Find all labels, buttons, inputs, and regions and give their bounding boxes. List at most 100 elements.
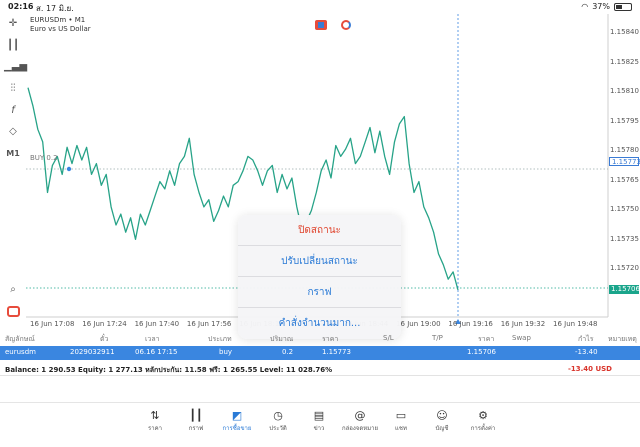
status-time: 02:16 <box>8 2 34 11</box>
zoom-search-icon[interactable]: ⌕ <box>10 284 16 295</box>
close-position-button[interactable]: ปิดสถานะ <box>238 215 401 246</box>
row-type: buy <box>219 348 233 356</box>
tab-settings[interactable]: ⚙ การตั้งค่า <box>463 409 503 433</box>
tab-chat-label: แชท <box>395 425 407 432</box>
timeframe-m1-icon[interactable]: M1 <box>6 149 20 158</box>
total-profit: -13.40 USD <box>567 365 612 373</box>
chart-badges <box>315 20 351 30</box>
status-bar: 02:16 ส. 17 มิ.ย. ◠ 37% <box>0 0 640 14</box>
news-icon: ▤ <box>313 409 325 422</box>
position-action-sheet: ปิดสถานะ ปรับเปลี่ยนสถานะ กราฟ คำสั่งจำน… <box>238 215 401 339</box>
function-icon[interactable]: f <box>11 105 15 116</box>
header-type: ประเภท <box>208 335 232 343</box>
chart-description: Euro vs US Dollar <box>30 25 91 33</box>
header-profit: กำไร <box>578 335 594 343</box>
bar-chart-icon[interactable]: ▁▃▅ <box>4 61 28 72</box>
header-swap: Swap <box>512 334 531 342</box>
status-right: ◠ 37% <box>581 2 632 11</box>
price-series-line <box>27 87 459 291</box>
time-tick-label: 16 Jun 17:56 <box>186 320 232 328</box>
price-tick-label: 1.15795 <box>610 116 639 125</box>
arrows-updown-icon: ⇅ <box>150 409 160 422</box>
price-tick-label: 1.15825 <box>610 57 639 66</box>
header-tp: T/P <box>432 334 443 342</box>
row-price: 1.15706 <box>467 348 496 356</box>
tab-trade[interactable]: ◩ การซื้อขาย <box>217 409 257 433</box>
tab-history-label: ประวัติ <box>269 425 287 432</box>
tab-mailbox-label: กล่องจดหมาย <box>341 425 379 432</box>
header-comment: หมายเหตุ <box>608 335 637 343</box>
tab-history[interactable]: ◷ ประวัติ <box>258 409 298 433</box>
buy-position-label: BUY 0.2 <box>30 154 58 162</box>
indicators-icon[interactable]: ⫶⫶ <box>10 83 16 94</box>
wifi-icon: ◠ <box>581 2 589 11</box>
tab-quotes-label: ราคา <box>148 425 162 432</box>
balance-summary: Balance: 1 290.53 Equity: 1 277.13 หลักป… <box>0 362 640 376</box>
status-date: ส. 17 มิ.ย. <box>36 4 74 13</box>
tab-news[interactable]: ▤ ข่าว <box>299 409 339 433</box>
time-tick-label: 16 Jun 17:08 <box>30 320 75 328</box>
chart-symbol-info: EURUSDm • M1 Euro vs US Dollar <box>30 16 91 34</box>
row-volume: 0.2 <box>282 348 294 356</box>
tab-settings-label: การตั้งค่า <box>470 425 496 432</box>
crosshair-icon[interactable]: ✛ <box>8 18 18 29</box>
modify-position-button[interactable]: ปรับเปลี่ยนสถานะ <box>238 246 401 277</box>
header-symbol: สัญลักษณ์ <box>5 335 35 343</box>
header-price: ราคา <box>478 335 495 343</box>
tab-chart[interactable]: ┃┃ กราฟ <box>176 409 216 433</box>
chart-toolbar: ✛ ┃┃ ▁▃▅ ⫶⫶ f ◇ M1 ⌕ <box>0 14 28 332</box>
bottom-tab-bar: ⇅ ราคา ┃┃ กราฟ ◩ การซื้อขาย ◷ ประวัติ ▤ … <box>0 402 640 447</box>
history-icon: ◷ <box>273 409 283 422</box>
entry-point-marker <box>66 166 72 172</box>
chart-symbol: EURUSDm • M1 <box>30 16 86 24</box>
chart-type-icon[interactable]: ┃┃ <box>6 40 20 51</box>
tab-quotes[interactable]: ⇅ ราคา <box>135 409 175 433</box>
header-sl: S/L <box>383 334 394 342</box>
balance-text: Balance: 1 290.53 Equity: 1 277.13 หลักป… <box>5 366 333 374</box>
objects-icon[interactable]: ◇ <box>9 126 17 137</box>
time-tick-label: 16 Jun 19:16 <box>448 320 493 328</box>
tab-chart-label: กราฟ <box>188 425 204 432</box>
price-tick-label: 1.15750 <box>610 205 639 213</box>
tab-news-label: ข่าว <box>313 425 325 432</box>
time-tick-label: 16 Jun 17:40 <box>134 320 180 328</box>
tab-chat[interactable]: ▭ แชท <box>381 409 421 433</box>
tab-account-label: บัญชี <box>435 425 449 432</box>
positions-table-header: สัญลักษณ์ ตั๋ว เวลา ประเภท ปริมาณ ราคา S… <box>0 332 640 345</box>
cursor-time-marker <box>455 319 461 324</box>
time-tick-label: 16 Jun 19:32 <box>500 320 546 328</box>
signal-icon[interactable] <box>341 20 351 30</box>
trade-mode-icon[interactable] <box>4 304 22 320</box>
bulk-orders-button[interactable]: คำสั่งจำนวนมาก... <box>278 318 361 329</box>
position-row[interactable]: eurusdm 2029032911 06.16 17:15 buy 0.2 1… <box>0 346 640 360</box>
position-price-tag: 1.15773 <box>609 157 640 166</box>
tab-account[interactable]: ☺ บัญชี <box>422 409 462 433</box>
price-tick-label: 1.15780 <box>610 146 639 154</box>
settings-icon: ⚙ <box>478 409 488 422</box>
price-tick-label: 1.15840 <box>610 28 639 36</box>
price-tick-label: 1.15720 <box>610 264 639 272</box>
chart-button[interactable]: กราฟ <box>238 277 401 308</box>
price-tick-label: 1.15810 <box>610 87 639 95</box>
mailbox-icon: @ <box>354 409 366 422</box>
header-volume: ปริมาณ <box>270 335 294 343</box>
tab-trade-label: การซื้อขาย <box>222 425 252 432</box>
current-price-tag: 1.15706 <box>609 285 640 294</box>
tab-mailbox[interactable]: @ กล่องจดหมาย <box>340 409 380 433</box>
row-time: 06.16 17:15 <box>135 348 178 356</box>
account-icon: ☺ <box>436 409 448 422</box>
one-click-trading-icon[interactable] <box>315 20 327 30</box>
time-tick-label: 16 Jun 19:48 <box>553 320 598 328</box>
header-ticket: ตั๋ว <box>100 335 109 343</box>
row-open-price: 1.15773 <box>322 348 351 356</box>
row-symbol: eurusdm <box>5 348 36 356</box>
price-tick-label: 1.15765 <box>610 175 639 184</box>
time-tick-label: 16 Jun 17:24 <box>82 320 127 328</box>
header-time: เวลา <box>145 335 160 343</box>
price-tick-label: 1.15735 <box>610 234 639 243</box>
row-profit: -13.40 <box>575 348 598 356</box>
row-ticket: 2029032911 <box>70 348 115 356</box>
candlestick-icon: ┃┃ <box>189 409 203 422</box>
battery-percent: 37% <box>592 2 610 11</box>
chat-icon: ▭ <box>395 409 407 422</box>
